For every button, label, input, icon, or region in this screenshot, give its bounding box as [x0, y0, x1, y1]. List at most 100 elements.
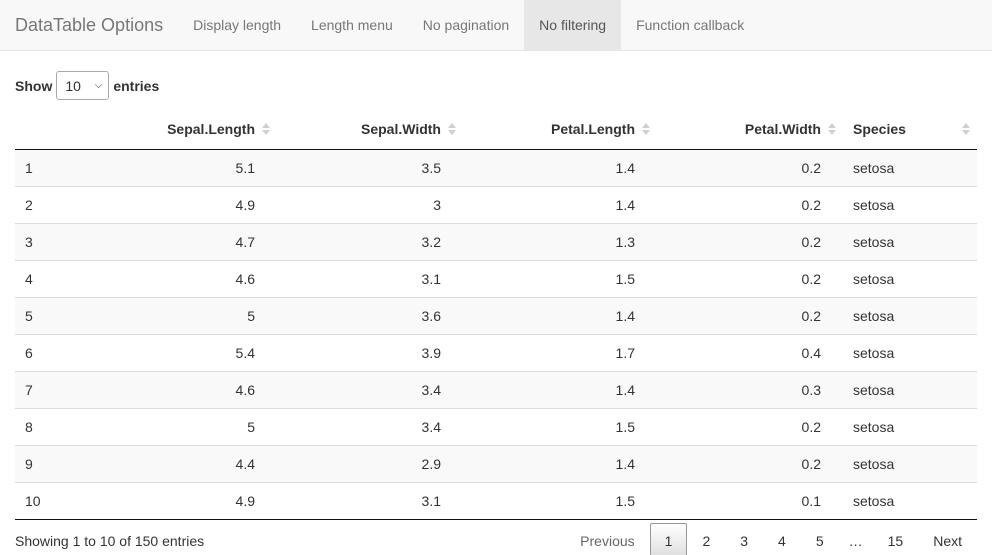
- petal-width-cell: 0.2: [657, 296, 843, 334]
- tab-no-filtering[interactable]: No filtering: [524, 0, 622, 50]
- sepal-width-cell: 3.9: [277, 333, 463, 371]
- column-header-sepal-length[interactable]: Sepal.Length: [91, 110, 277, 150]
- sort-icon: [261, 122, 271, 136]
- sort-icon: [447, 122, 457, 136]
- tab-function-callback[interactable]: Function callback: [636, 17, 745, 33]
- row-name-cell: 10: [15, 481, 91, 520]
- sepal-length-cell: 4.6: [91, 370, 277, 408]
- table-row: 4 4.6 3.1 1.5 0.2 setosa: [15, 259, 977, 297]
- sepal-length-cell: 4.4: [91, 444, 277, 482]
- next-page-button[interactable]: Next: [933, 532, 962, 549]
- tab-display-length[interactable]: Display length: [193, 17, 282, 33]
- column-header-label: Petal.Length: [550, 121, 635, 138]
- row-name-cell: 1: [15, 149, 91, 186]
- species-cell: setosa: [843, 444, 977, 482]
- page-button-2[interactable]: 2: [702, 532, 711, 549]
- sepal-width-cell: 2.9: [277, 444, 463, 482]
- table-row: 3 4.7 3.2 1.3 0.2 setosa: [15, 222, 977, 260]
- sepal-length-cell: 4.7: [91, 222, 277, 260]
- page-length-value: 10: [65, 77, 81, 94]
- row-name-cell: 4: [15, 259, 91, 297]
- sort-icon: [827, 122, 837, 136]
- species-cell: setosa: [843, 149, 977, 186]
- sort-icon: [961, 122, 971, 136]
- species-cell: setosa: [843, 296, 977, 334]
- row-name-cell: 5: [15, 296, 91, 334]
- tab-length-menu[interactable]: Length menu: [311, 17, 393, 33]
- petal-width-cell: 0.2: [657, 222, 843, 260]
- species-cell: setosa: [843, 333, 977, 371]
- table-info: Showing 1 to 10 of 150 entries: [15, 532, 205, 549]
- chevron-down-icon: ⌵: [94, 80, 103, 91]
- petal-length-cell: 1.5: [463, 407, 657, 445]
- table-header-row: Sepal.Length Sepal.Width Petal.Length Pe…: [15, 110, 977, 150]
- sepal-width-cell: 3: [277, 185, 463, 223]
- table-row: 8 5 3.4 1.5 0.2 setosa: [15, 407, 977, 445]
- column-header-petal-width[interactable]: Petal.Width: [657, 110, 843, 150]
- sepal-length-cell: 4.9: [91, 481, 277, 520]
- row-name-cell: 6: [15, 333, 91, 371]
- sort-icon: [641, 122, 651, 136]
- column-header-sepal-width[interactable]: Sepal.Width: [277, 110, 463, 150]
- petal-length-cell: 1.4: [463, 444, 657, 482]
- species-cell: setosa: [843, 481, 977, 520]
- sepal-length-cell: 5: [91, 296, 277, 334]
- petal-length-cell: 1.5: [463, 259, 657, 297]
- page-button-5[interactable]: 5: [815, 532, 824, 549]
- navbar: DataTable Options Display length Length …: [0, 0, 992, 51]
- length-control: Show 10 ⌵ entries: [15, 71, 977, 100]
- species-cell: setosa: [843, 185, 977, 223]
- row-name-cell: 7: [15, 370, 91, 408]
- row-name-cell: 3: [15, 222, 91, 260]
- row-name-cell: 2: [15, 185, 91, 223]
- sepal-length-cell: 4.6: [91, 259, 277, 297]
- species-cell: setosa: [843, 222, 977, 260]
- petal-width-cell: 0.2: [657, 407, 843, 445]
- table-row: 5 5 3.6 1.4 0.2 setosa: [15, 296, 977, 334]
- sepal-width-cell: 3.1: [277, 481, 463, 520]
- column-header-label: Sepal.Width: [361, 121, 441, 138]
- main-content: Show 10 ⌵ entries Sepal.Length Sepal: [0, 71, 992, 555]
- row-name-cell: 8: [15, 407, 91, 445]
- table-row: 7 4.6 3.4 1.4 0.3 setosa: [15, 370, 977, 408]
- sepal-width-cell: 3.6: [277, 296, 463, 334]
- sepal-length-cell: 5: [91, 407, 277, 445]
- page-button-15[interactable]: 15: [887, 532, 904, 549]
- navbar-brand[interactable]: DataTable Options: [15, 14, 164, 35]
- species-cell: setosa: [843, 259, 977, 297]
- table-row: 6 5.4 3.9 1.7 0.4 setosa: [15, 333, 977, 371]
- petal-width-cell: 0.2: [657, 259, 843, 297]
- table-row: 1 5.1 3.5 1.4 0.2 setosa: [15, 149, 977, 186]
- sepal-width-cell: 3.1: [277, 259, 463, 297]
- petal-width-cell: 0.3: [657, 370, 843, 408]
- sepal-width-cell: 3.5: [277, 149, 463, 186]
- petal-length-cell: 1.4: [463, 296, 657, 334]
- species-cell: setosa: [843, 370, 977, 408]
- petal-width-cell: 0.1: [657, 481, 843, 520]
- data-table: Sepal.Length Sepal.Width Petal.Length Pe…: [15, 110, 977, 520]
- pagination-ellipsis: …: [848, 532, 863, 549]
- column-header-label: Sepal.Length: [167, 121, 255, 138]
- length-prefix-label: Show: [15, 77, 53, 94]
- page-button-4[interactable]: 4: [778, 532, 786, 549]
- page-button-3[interactable]: 3: [740, 532, 749, 549]
- column-header-petal-length[interactable]: Petal.Length: [463, 110, 657, 150]
- petal-length-cell: 1.4: [463, 370, 657, 408]
- petal-width-cell: 0.2: [657, 444, 843, 482]
- petal-width-cell: 0.2: [657, 185, 843, 223]
- pagination: Previous 1 2 3 4 5 … 15 Next: [565, 520, 977, 555]
- nav-tabs: Display length Length menu No pagination…: [178, 0, 759, 50]
- previous-page-button[interactable]: Previous: [580, 532, 635, 549]
- row-name-cell: 9: [15, 444, 91, 482]
- tab-no-pagination[interactable]: No pagination: [422, 17, 510, 33]
- sepal-length-cell: 5.4: [91, 333, 277, 371]
- petal-length-cell: 1.5: [463, 481, 657, 520]
- length-suffix-label: entries: [113, 77, 160, 94]
- sepal-length-cell: 5.1: [91, 149, 277, 186]
- page-button-1[interactable]: 1: [649, 522, 688, 555]
- table-body: 1 5.1 3.5 1.4 0.2 setosa 2 4.9 3 1.4 0.2…: [15, 149, 977, 520]
- sepal-width-cell: 3.4: [277, 370, 463, 408]
- table-footer: Showing 1 to 10 of 150 entries Previous …: [15, 520, 977, 555]
- page-length-select[interactable]: 10 ⌵: [56, 71, 110, 100]
- column-header-species[interactable]: Species: [843, 110, 977, 150]
